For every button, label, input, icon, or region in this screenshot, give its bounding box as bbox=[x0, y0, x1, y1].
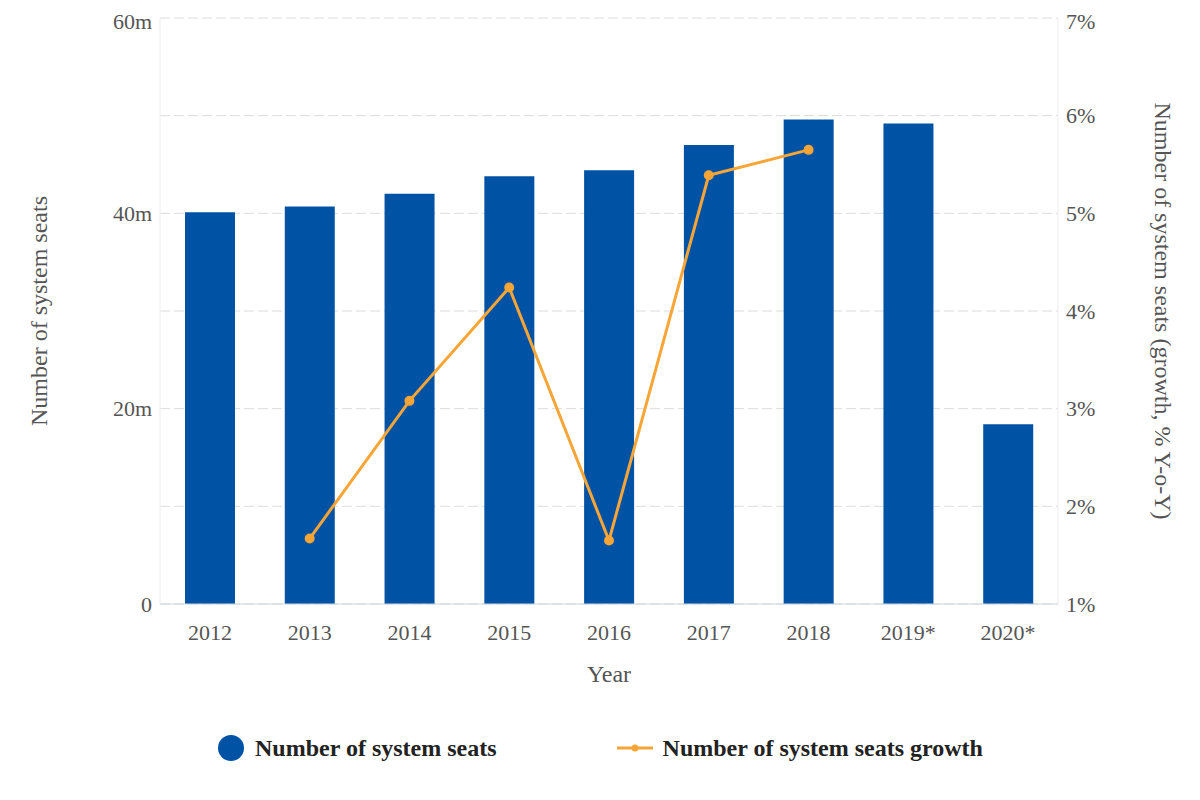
svg-text:3%: 3% bbox=[1066, 396, 1095, 421]
svg-text:60m: 60m bbox=[113, 9, 152, 34]
svg-text:4%: 4% bbox=[1066, 299, 1095, 324]
svg-text:2014: 2014 bbox=[387, 620, 431, 645]
svg-text:2%: 2% bbox=[1066, 494, 1095, 519]
svg-text:2019*: 2019* bbox=[881, 620, 936, 645]
svg-text:Number of system seats: Number of system seats bbox=[26, 196, 52, 426]
svg-text:0: 0 bbox=[141, 592, 152, 617]
html-text:Number of system seats: Number of system seats bbox=[255, 734, 497, 761]
svg-text:1%: 1% bbox=[1066, 592, 1095, 617]
svg-text:6%: 6% bbox=[1066, 103, 1095, 128]
svg-text:2012: 2012 bbox=[188, 620, 232, 645]
svg-text:Number of system seats (growth: Number of system seats (growth, % Y-o-Y) bbox=[1150, 102, 1176, 519]
svg-text:20m: 20m bbox=[113, 396, 152, 421]
svg-text:2017: 2017 bbox=[687, 620, 731, 645]
html-text:Number of system seats growth: Number of system seats growth bbox=[662, 734, 983, 761]
svg-text:7%: 7% bbox=[1066, 9, 1095, 34]
svg-text:2020*: 2020* bbox=[981, 620, 1036, 645]
svg-text:2016: 2016 bbox=[587, 620, 631, 645]
svg-text:2018: 2018 bbox=[787, 620, 831, 645]
svg-text:5%: 5% bbox=[1066, 201, 1095, 226]
svg-text:40m: 40m bbox=[113, 201, 152, 226]
svg-text:Year: Year bbox=[587, 661, 631, 687]
svg-text:2015: 2015 bbox=[487, 620, 531, 645]
svg-text:2013: 2013 bbox=[288, 620, 332, 645]
